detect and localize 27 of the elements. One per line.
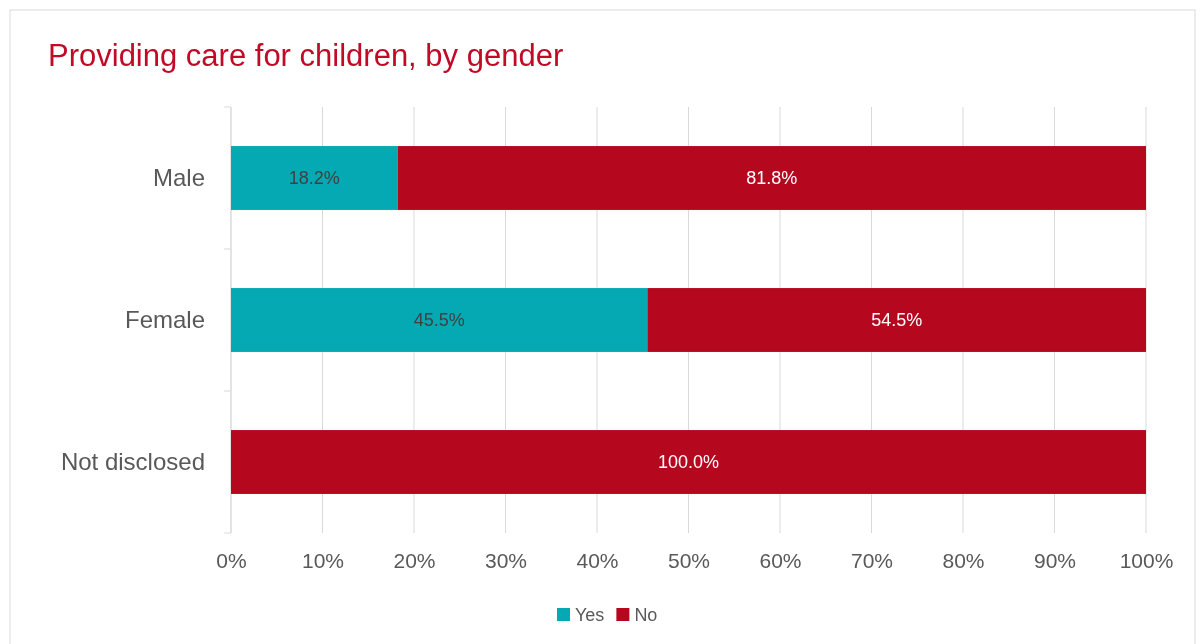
bar	[231, 146, 398, 210]
x-tick-label: 30%	[484, 548, 528, 572]
bar	[231, 430, 1146, 494]
data-label: 100.0%	[657, 452, 720, 473]
bar	[647, 288, 1146, 352]
bar	[231, 288, 648, 352]
x-tick-label: 0%	[216, 548, 247, 572]
x-tick-label: 40%	[576, 548, 619, 572]
data-label: 18.2%	[288, 168, 340, 189]
data-label: 45.5%	[413, 310, 465, 331]
chart-title: Providing care for children, by gender	[48, 38, 564, 73]
data-label: 54.5%	[871, 310, 923, 331]
x-tick-label: 20%	[393, 548, 436, 572]
bar	[397, 146, 1146, 210]
y-tick-label: Female	[124, 306, 205, 334]
x-tick-label: 70%	[850, 548, 894, 572]
x-tick-label: 60%	[759, 548, 802, 572]
legend-label: No	[634, 605, 658, 626]
legend-label: Yes	[575, 605, 605, 626]
y-tick-label: Male	[152, 164, 205, 192]
x-tick-label: 80%	[942, 548, 985, 572]
x-tick-label: 10%	[301, 548, 345, 572]
x-tick-label: 100%	[1119, 548, 1174, 572]
x-tick-label: 50%	[667, 548, 711, 572]
data-label: 81.8%	[746, 168, 798, 189]
y-tick-label: Not disclosed	[60, 448, 205, 476]
x-tick-label: 90%	[1033, 548, 1077, 572]
